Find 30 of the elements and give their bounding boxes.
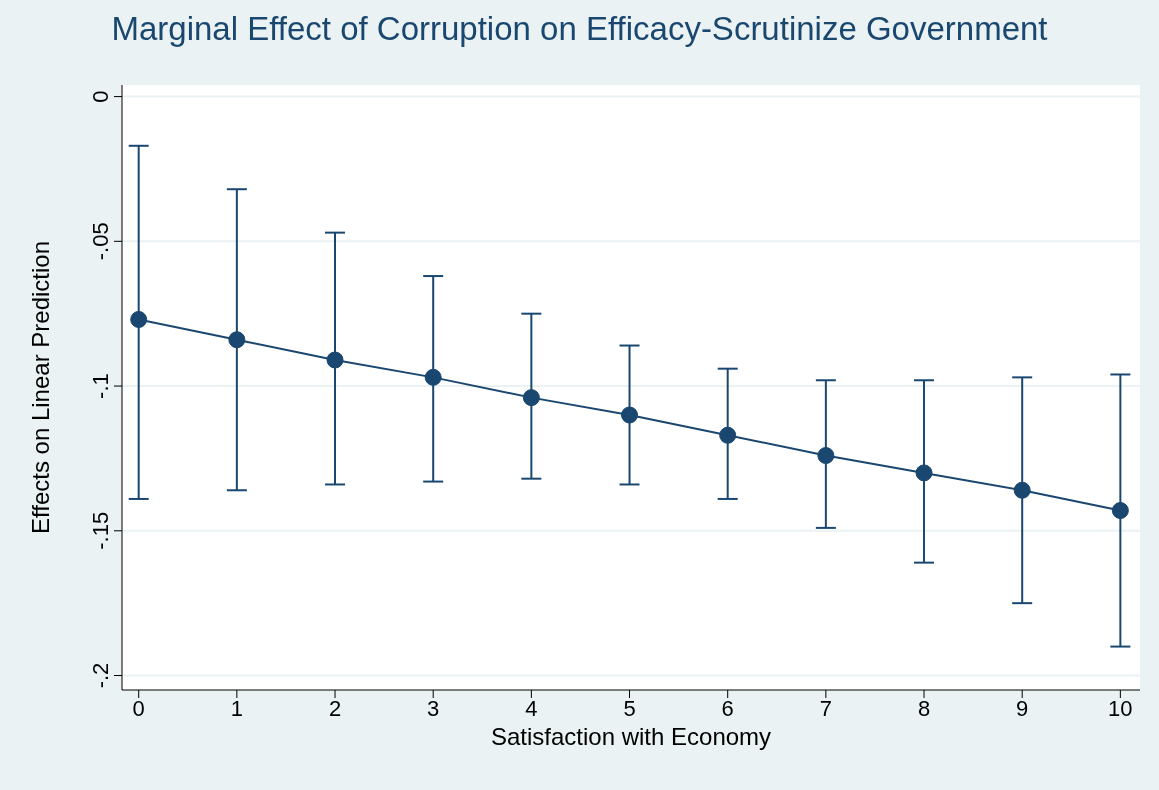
y-tick-label: -.2 [88, 662, 113, 689]
point [1013, 481, 1031, 499]
y-tick-label: -.15 [88, 511, 113, 550]
x-tick-label: 2 [328, 695, 342, 721]
y-tick-label: 0 [88, 90, 113, 103]
chart-title: Marginal Effect of Corruption on Efficacy-Scrutinize Government [110, 10, 1049, 48]
point [228, 331, 246, 349]
point [130, 310, 148, 328]
point [621, 406, 639, 424]
x-tick-label: 9 [1016, 695, 1029, 721]
y-axis-title: Effects on Linear Prediction [26, 240, 54, 535]
point [719, 426, 737, 444]
point [326, 351, 344, 369]
y-tick-label: -.05 [88, 222, 113, 261]
x-tick-label: 10 [1108, 695, 1133, 721]
x-tick-label: 3 [427, 695, 440, 721]
x-tick-label: 8 [917, 695, 931, 721]
x-tick-label: 1 [230, 695, 243, 721]
point [1111, 502, 1129, 520]
y-tick-label: -.1 [88, 373, 113, 399]
x-tick-label: 4 [525, 695, 538, 721]
x-axis-title: Satisfaction with Economy [490, 723, 772, 751]
x-tick-label: 6 [721, 695, 734, 721]
point [915, 464, 933, 482]
point [817, 447, 835, 465]
point [522, 389, 540, 407]
x-tick-label: 7 [819, 695, 832, 721]
point [424, 368, 442, 386]
x-tick-label: 0 [132, 695, 145, 721]
x-tick-label: 5 [623, 695, 636, 721]
